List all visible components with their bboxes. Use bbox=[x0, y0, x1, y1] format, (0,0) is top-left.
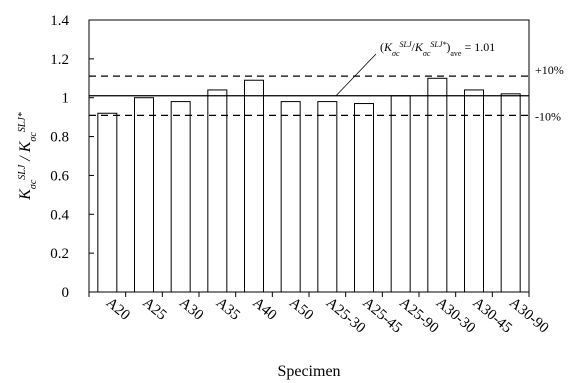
y-tick-label: 0.6 bbox=[50, 168, 69, 184]
x-tick-label-a30-90: A30-90 bbox=[506, 295, 551, 337]
y-tick-label: 0.2 bbox=[50, 246, 69, 262]
bar-a25-45 bbox=[354, 103, 374, 293]
bar-a40 bbox=[244, 79, 264, 293]
bars-group bbox=[97, 77, 521, 293]
bar-a30 bbox=[170, 101, 191, 293]
y-tick-label: 0.4 bbox=[50, 207, 69, 223]
y-tick-label: 1.4 bbox=[50, 13, 69, 29]
bar-a30-30 bbox=[427, 77, 448, 293]
bar-a20 bbox=[97, 112, 118, 293]
bar-a25-90 bbox=[390, 95, 411, 293]
bar-a25 bbox=[134, 97, 154, 293]
x-tick-label-a25: A25 bbox=[139, 295, 169, 324]
y-axis: 0 0.2 0.4 0.6 0.8 1 1.2 1.4 bbox=[50, 13, 94, 301]
x-tick-label-a50: A50 bbox=[286, 295, 316, 324]
bar-a50 bbox=[280, 101, 301, 293]
bar-a30-90 bbox=[500, 93, 521, 293]
bar-a35 bbox=[207, 89, 228, 293]
x-axis: A20 A25 A30 A35 A40 A50 A25-30A25-45A25-90A30-… bbox=[88, 292, 551, 337]
x-tick-label-a25-90: A25-90 bbox=[396, 295, 441, 337]
y-axis-title: KσcSLJ / KσcSLJ* bbox=[17, 112, 39, 201]
reference-label-plus10: +10% bbox=[535, 63, 564, 77]
x-tick-label-a35: A35 bbox=[213, 295, 243, 324]
y-tick-label: 0 bbox=[62, 285, 70, 301]
x-tick-label-a20: A20 bbox=[103, 295, 133, 324]
bar-a25-30 bbox=[317, 101, 338, 293]
x-tick-label-a25-45: A25-45 bbox=[359, 295, 404, 337]
average-annotation: (KσcSLJ/KσcSLJ*)ave = 1.01 bbox=[380, 40, 495, 58]
bar-a30-45 bbox=[464, 89, 484, 293]
x-axis-title: Specimen bbox=[277, 363, 340, 380]
y-tick-label: 1 bbox=[62, 91, 70, 107]
reference-label-minus10: -10% bbox=[535, 109, 561, 123]
x-tick-label-a30: A30 bbox=[176, 295, 206, 324]
reference-lines-group: +10% -10% bbox=[89, 63, 564, 123]
average-annotation-leader bbox=[335, 53, 377, 97]
y-tick-label: 0.8 bbox=[50, 130, 69, 146]
x-tick-label-a30-45: A30-45 bbox=[469, 295, 514, 337]
y-tick-label: 1.2 bbox=[50, 52, 69, 68]
x-tick-label-a30-30: A30-30 bbox=[433, 295, 478, 337]
x-tick-label-a25-30: A25-30 bbox=[323, 295, 368, 337]
plot-frame bbox=[88, 19, 530, 293]
x-tick-label-a40: A40 bbox=[249, 295, 279, 324]
